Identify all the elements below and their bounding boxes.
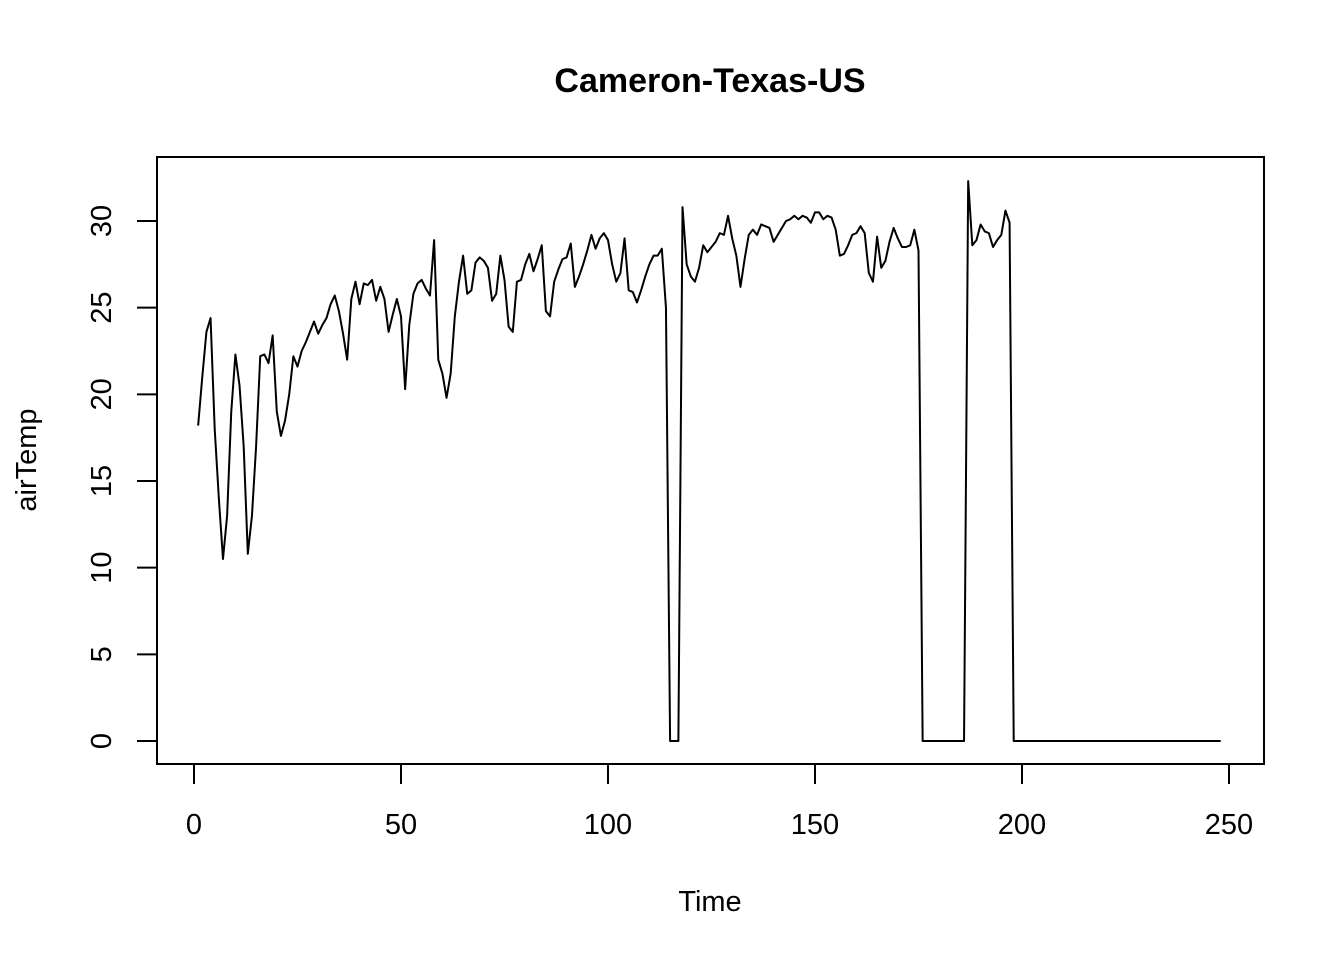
chart-title: Cameron-Texas-US <box>554 62 865 100</box>
x-tick-label: 150 <box>791 809 839 841</box>
y-tick-label: 15 <box>86 465 118 497</box>
y-tick-label: 20 <box>86 378 118 410</box>
y-tick-label: 25 <box>86 292 118 324</box>
y-tick-label: 10 <box>86 552 118 584</box>
y-axis: 0 5 10 15 20 25 30 <box>86 205 158 749</box>
x-tick-label: 50 <box>385 809 417 841</box>
y-tick-label: 0 <box>86 733 118 749</box>
x-tick-label: 250 <box>1205 809 1253 841</box>
x-tick-label: 100 <box>584 809 632 841</box>
y-tick-label: 30 <box>86 205 118 237</box>
x-axis-label: Time <box>678 886 741 918</box>
y-axis-label: airTemp <box>11 408 43 511</box>
y-tick-label: 5 <box>86 646 118 662</box>
series-line-airtemp <box>197 180 1221 742</box>
x-axis: 0 50 100 150 200 250 <box>186 763 1253 841</box>
x-tick-label: 0 <box>186 809 202 841</box>
x-tick-label: 200 <box>998 809 1046 841</box>
